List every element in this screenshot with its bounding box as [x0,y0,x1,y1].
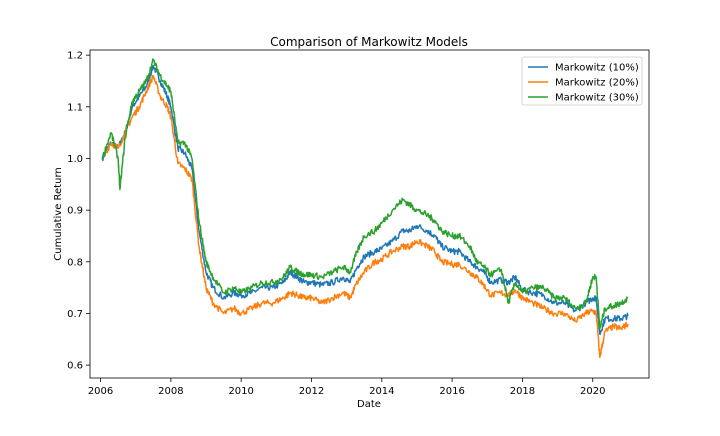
y-tick-label: 1.1 [67,102,83,113]
chart-title: Comparison of Markowitz Models [270,35,468,49]
x-tick-label: 2014 [369,386,394,397]
y-tick-label: 0.9 [67,206,83,217]
x-tick-label: 2006 [88,386,113,397]
x-tick-label: 2012 [299,386,324,397]
y-tick-label: 1.0 [67,154,83,165]
series-line-1 [101,64,629,336]
y-axis-ticks: 0.6 0.7 0.8 0.9 1.0 1.1 1.2 [67,51,90,372]
legend-box [521,56,643,106]
legend-label: Markowitz (20%) [555,78,639,89]
legend-label: Markowitz (10%) [555,63,639,74]
x-tick-label: 2008 [158,386,183,397]
y-tick-label: 0.6 [67,361,83,372]
y-tick-label: 0.7 [67,309,83,320]
x-axis-label: Date [357,399,381,410]
chart-legend: Markowitz (10%) Markowitz (20%) Markowitz … [521,56,643,106]
y-tick-label: 1.2 [67,51,83,62]
plot-area-frame [89,49,650,379]
y-axis-label: Cumulative Return [53,167,64,260]
x-tick-label: 2018 [510,386,535,397]
series-line-2 [101,74,629,359]
series-line-3 [101,58,629,330]
legend-label: Markowitz (30%) [555,93,639,104]
x-axis-ticks: 2006 2008 2010 2012 2014 2016 2018 2020 [88,378,605,397]
x-tick-label: 2016 [439,386,464,397]
x-tick-label: 2010 [228,386,253,397]
x-tick-label: 2020 [580,386,605,397]
y-tick-label: 0.8 [67,257,83,268]
plot-lines-group [101,58,629,359]
